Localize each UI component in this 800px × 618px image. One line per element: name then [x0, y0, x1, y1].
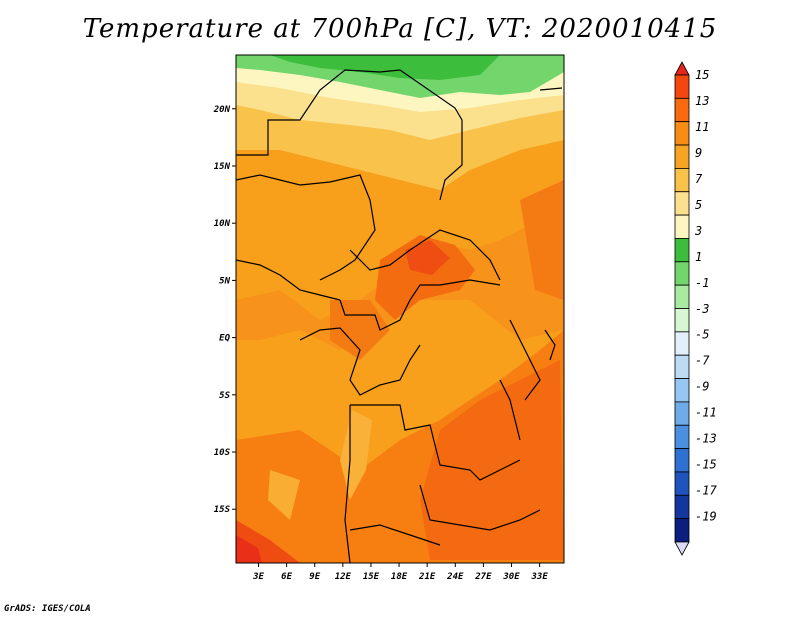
lat-tick-label: 15N	[214, 162, 231, 172]
lat-tick-label: 10N	[214, 219, 231, 229]
colorbar-label: -13	[695, 432, 717, 446]
credit-label: GrADS: IGES/COLA	[4, 604, 91, 614]
lon-tick-label: 3E	[252, 572, 264, 582]
colorbar-swatch	[674, 121, 690, 146]
colorbar-bottom-arrow	[674, 541, 690, 556]
lat-tick-label: 20N	[213, 105, 231, 115]
colorbar-swatch	[674, 167, 690, 193]
colorbar-label: -7	[695, 354, 710, 368]
colorbar-label: 13	[695, 94, 709, 108]
longitude-axis: 3E 6E 9E 12E 15E 18E 21E 24E 27E 30E 33E	[252, 563, 548, 582]
colorbar-swatch	[674, 331, 690, 356]
colorbar-swatch	[674, 214, 690, 239]
lon-tick-label: 12E	[335, 572, 352, 582]
lon-tick-label: 9E	[309, 572, 320, 582]
colorbar-top-arrow	[674, 61, 690, 76]
colorbar-swatch	[674, 97, 690, 123]
lon-tick-label: 15E	[363, 572, 380, 582]
colorbar-label: -3	[695, 302, 709, 316]
lon-tick-label: 33E	[531, 572, 549, 582]
map-frame	[235, 54, 565, 564]
colorbar-swatch	[674, 494, 690, 520]
temperature-field	[236, 55, 564, 563]
colorbar-swatch	[674, 518, 690, 543]
colorbar-label: 11	[695, 120, 709, 134]
colorbar-label: 15	[695, 68, 709, 82]
colorbar-swatch	[674, 74, 690, 99]
colorbar-label: -9	[695, 380, 709, 394]
colorbar-label: -17	[695, 484, 717, 498]
colorbar-swatch	[674, 144, 690, 169]
lon-tick-label: 27E	[474, 572, 492, 582]
colorbar-swatch	[674, 191, 690, 216]
country-borders	[236, 69, 563, 563]
colorbar-label: -5	[695, 328, 709, 342]
lat-tick-label: EQ	[219, 334, 230, 344]
lon-tick-label: 18E	[391, 572, 408, 582]
lat-tick-label: 5N	[219, 276, 230, 286]
colorbar-label: 9	[695, 146, 702, 160]
colorbar-label: 1	[695, 250, 702, 264]
colorbar-swatch	[674, 401, 690, 426]
lon-tick-label: 24E	[446, 572, 464, 582]
colorbar-swatch	[674, 378, 690, 403]
colorbar-swatch	[674, 238, 690, 263]
colorbar-swatch	[674, 424, 690, 450]
lat-tick-label: 5S	[219, 391, 230, 401]
colorbar-swatch	[674, 448, 690, 473]
colorbar-swatch	[674, 261, 690, 286]
lon-tick-label: 21E	[418, 572, 436, 582]
colorbar-label: -15	[695, 458, 717, 472]
colorbar-swatch	[674, 284, 690, 309]
colorbar-label: -19	[695, 510, 717, 524]
colorbar-label: -1	[695, 276, 709, 290]
lon-tick-label: 6E	[281, 572, 292, 582]
colorbar-label: -11	[695, 406, 717, 420]
lon-tick-label: 30E	[502, 572, 520, 582]
lat-tick-label: 15S	[214, 505, 231, 515]
colorbar-label: 5	[695, 198, 702, 212]
latitude-axis: 20N 15N 10N 5N EQ 5S 10S 15S	[213, 105, 236, 515]
colorbar: 15 13 11 9 7 5 3 1 -1 -3 -5 -7 -9 -11 -13 -15 -17 -19	[674, 61, 717, 556]
colorbar-swatch	[674, 308, 690, 333]
lat-tick-label: 10S	[214, 448, 231, 458]
map-title: Temperature at 700hPa [C], VT: 202001041…	[82, 14, 718, 44]
colorbar-swatch	[674, 471, 690, 496]
colorbar-label: 7	[695, 172, 703, 186]
colorbar-label: 3	[694, 224, 702, 238]
colorbar-swatch	[674, 354, 690, 379]
